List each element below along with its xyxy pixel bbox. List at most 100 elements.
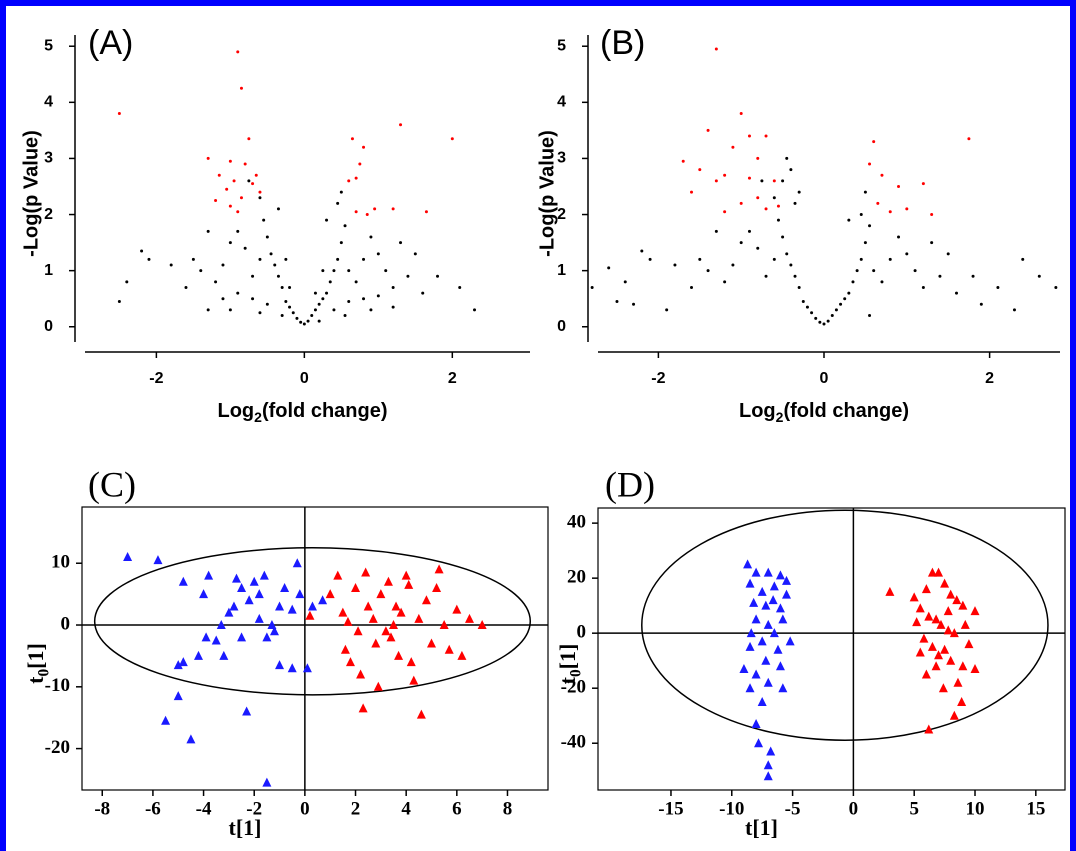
point: [236, 229, 240, 233]
point: [362, 145, 366, 149]
y-tick-label: 4: [557, 94, 566, 111]
point: [934, 650, 944, 660]
point: [444, 644, 454, 654]
point: [368, 613, 378, 623]
point: [946, 252, 950, 256]
point: [206, 156, 210, 160]
point: [714, 47, 718, 51]
point: [943, 606, 953, 616]
point: [756, 156, 760, 160]
point: [632, 302, 636, 306]
point: [764, 274, 768, 278]
point: [757, 586, 767, 596]
point: [747, 176, 751, 180]
point: [868, 224, 872, 228]
point: [781, 179, 785, 183]
point: [943, 625, 953, 635]
point: [960, 619, 970, 629]
point: [184, 285, 188, 289]
x-tick-label: -10: [719, 798, 744, 819]
y-axis-label-base: t: [23, 676, 48, 684]
point: [199, 269, 203, 273]
plot-frame: [597, 507, 1066, 791]
point: [924, 724, 934, 734]
y-axis-label-rest: [1]: [23, 643, 48, 669]
point: [404, 579, 414, 589]
point: [432, 582, 442, 592]
point: [262, 218, 266, 222]
point: [347, 300, 351, 304]
point: [273, 263, 277, 267]
x-axis-label: Log2(fold change): [218, 400, 388, 424]
point: [214, 280, 218, 284]
point: [376, 294, 380, 298]
y-tick-label: 2: [44, 206, 53, 223]
point: [851, 280, 855, 284]
point: [789, 168, 793, 172]
point: [946, 655, 956, 665]
x-tick-label: 8: [503, 798, 513, 819]
point: [333, 570, 343, 580]
point: [745, 578, 755, 588]
point: [909, 592, 919, 602]
point: [868, 162, 872, 166]
y-axis-label: -Log(p Value): [536, 130, 558, 257]
point: [745, 683, 755, 693]
point: [228, 241, 232, 245]
point: [872, 269, 876, 273]
point: [295, 589, 305, 599]
point: [919, 633, 929, 643]
point: [325, 218, 329, 222]
point: [391, 207, 395, 211]
point: [199, 589, 209, 599]
point: [204, 570, 214, 580]
point: [785, 252, 789, 256]
x-tick-label: 2: [448, 370, 457, 387]
confidence-ellipse: [93, 547, 532, 696]
point: [757, 696, 767, 706]
point: [336, 201, 340, 205]
point: [343, 224, 347, 228]
point: [288, 285, 292, 289]
point: [764, 207, 768, 211]
point: [389, 620, 399, 630]
x-axis-label-base: Log: [739, 400, 776, 422]
point: [287, 663, 297, 673]
point: [237, 582, 247, 592]
y-tick-label: 40: [567, 511, 586, 532]
point: [354, 210, 358, 214]
y-axis-label-sub: 0: [35, 669, 52, 677]
point: [228, 204, 232, 208]
y-tick-label: 4: [44, 94, 53, 111]
point: [897, 184, 901, 188]
y-axis-label: t0[1]: [23, 643, 52, 684]
point: [391, 305, 395, 309]
point: [362, 297, 366, 301]
point: [262, 632, 272, 642]
x-axis-label-base: Log: [218, 400, 255, 422]
point: [249, 576, 259, 586]
point: [305, 610, 315, 620]
point: [946, 589, 956, 599]
point: [406, 274, 410, 278]
point: [938, 274, 942, 278]
point: [970, 663, 980, 673]
point: [191, 257, 195, 261]
point: [332, 308, 336, 312]
x-axis-label: t[1]: [229, 815, 262, 840]
point: [310, 314, 314, 318]
point: [590, 285, 594, 289]
point: [957, 696, 967, 706]
point: [424, 210, 428, 214]
point: [125, 280, 129, 284]
point: [818, 320, 822, 324]
point: [178, 576, 188, 586]
point: [814, 316, 818, 320]
y-tick-label: 0: [44, 318, 53, 335]
point: [876, 201, 880, 205]
point: [793, 201, 797, 205]
point: [921, 182, 925, 186]
point: [805, 305, 809, 309]
point: [905, 207, 909, 211]
